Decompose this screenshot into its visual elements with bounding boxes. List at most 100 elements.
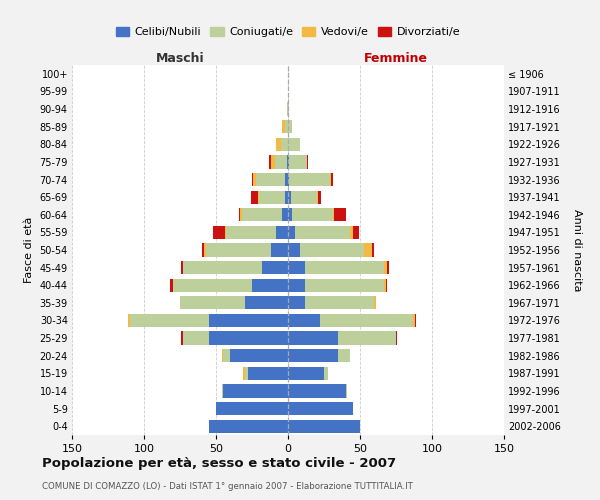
Bar [305, 278, 385, 292]
Text: Femmine: Femmine [364, 52, 428, 65]
Bar [282, 208, 288, 222]
Bar [288, 278, 305, 292]
Bar [248, 366, 288, 380]
Bar [281, 138, 288, 151]
Bar [331, 173, 332, 186]
Bar [288, 384, 346, 398]
Bar [216, 402, 288, 415]
Bar [256, 173, 285, 186]
Bar [350, 226, 353, 239]
Bar [183, 261, 262, 274]
Bar [245, 366, 248, 380]
Bar [173, 278, 252, 292]
Bar [413, 314, 415, 327]
Bar [277, 226, 288, 239]
Bar [224, 226, 226, 239]
Bar [130, 314, 209, 327]
Bar [245, 296, 288, 310]
Text: Maschi: Maschi [155, 52, 205, 65]
Bar [180, 296, 245, 310]
Bar [202, 244, 205, 256]
Bar [305, 296, 374, 310]
Bar [258, 190, 259, 204]
Bar [289, 156, 307, 168]
Bar [288, 102, 289, 116]
Bar [271, 156, 275, 168]
Legend: Celibi/Nubili, Coniugati/e, Vedovi/e, Divorziati/e: Celibi/Nubili, Coniugati/e, Vedovi/e, Di… [112, 22, 464, 42]
Bar [205, 244, 206, 256]
Bar [213, 226, 224, 239]
Bar [206, 244, 271, 256]
Bar [288, 366, 324, 380]
Text: COMUNE DI COMAZZO (LO) - Dati ISTAT 1° gennaio 2007 - Elaborazione TUTTITALIA.IT: COMUNE DI COMAZZO (LO) - Dati ISTAT 1° g… [42, 482, 413, 491]
Bar [307, 156, 308, 168]
Bar [320, 314, 413, 327]
Bar [385, 261, 388, 274]
Bar [222, 349, 223, 362]
Bar [251, 190, 258, 204]
Bar [285, 173, 288, 186]
Bar [364, 244, 371, 256]
Bar [338, 332, 396, 344]
Y-axis label: Fasce di età: Fasce di età [24, 217, 34, 283]
Bar [291, 190, 317, 204]
Bar [239, 208, 241, 222]
Bar [396, 332, 397, 344]
Bar [287, 156, 288, 168]
Bar [241, 208, 242, 222]
Bar [226, 226, 277, 239]
Bar [385, 278, 386, 292]
Bar [305, 261, 385, 274]
Bar [262, 261, 288, 274]
Bar [181, 332, 183, 344]
Bar [324, 366, 328, 380]
Bar [170, 278, 173, 292]
Bar [183, 332, 209, 344]
Bar [209, 314, 288, 327]
Bar [386, 278, 388, 292]
Bar [317, 190, 318, 204]
Bar [275, 156, 287, 168]
Bar [288, 226, 295, 239]
Bar [244, 366, 245, 380]
Bar [259, 190, 285, 204]
Bar [288, 190, 291, 204]
Bar [288, 138, 299, 151]
Bar [285, 190, 288, 204]
Bar [288, 402, 353, 415]
Bar [288, 296, 305, 310]
Bar [289, 173, 330, 186]
Bar [295, 226, 350, 239]
Bar [288, 208, 292, 222]
Bar [287, 102, 288, 116]
Bar [252, 173, 253, 186]
Bar [222, 384, 223, 398]
Bar [285, 120, 288, 134]
Bar [230, 349, 288, 362]
Bar [288, 349, 338, 362]
Bar [269, 156, 271, 168]
Bar [288, 244, 299, 256]
Bar [292, 208, 332, 222]
Bar [181, 261, 183, 274]
Bar [288, 420, 360, 433]
Y-axis label: Anni di nascita: Anni di nascita [572, 209, 582, 291]
Bar [299, 244, 364, 256]
Bar [332, 208, 334, 222]
Bar [288, 332, 338, 344]
Bar [374, 296, 376, 310]
Bar [252, 278, 288, 292]
Bar [242, 208, 282, 222]
Bar [330, 173, 331, 186]
Bar [353, 226, 359, 239]
Bar [288, 261, 305, 274]
Bar [288, 173, 289, 186]
Text: Popolazione per età, sesso e stato civile - 2007: Popolazione per età, sesso e stato civil… [42, 458, 396, 470]
Bar [388, 261, 389, 274]
Bar [288, 156, 289, 168]
Bar [253, 173, 256, 186]
Bar [338, 349, 350, 362]
Bar [282, 120, 285, 134]
Bar [271, 244, 288, 256]
Bar [128, 314, 130, 327]
